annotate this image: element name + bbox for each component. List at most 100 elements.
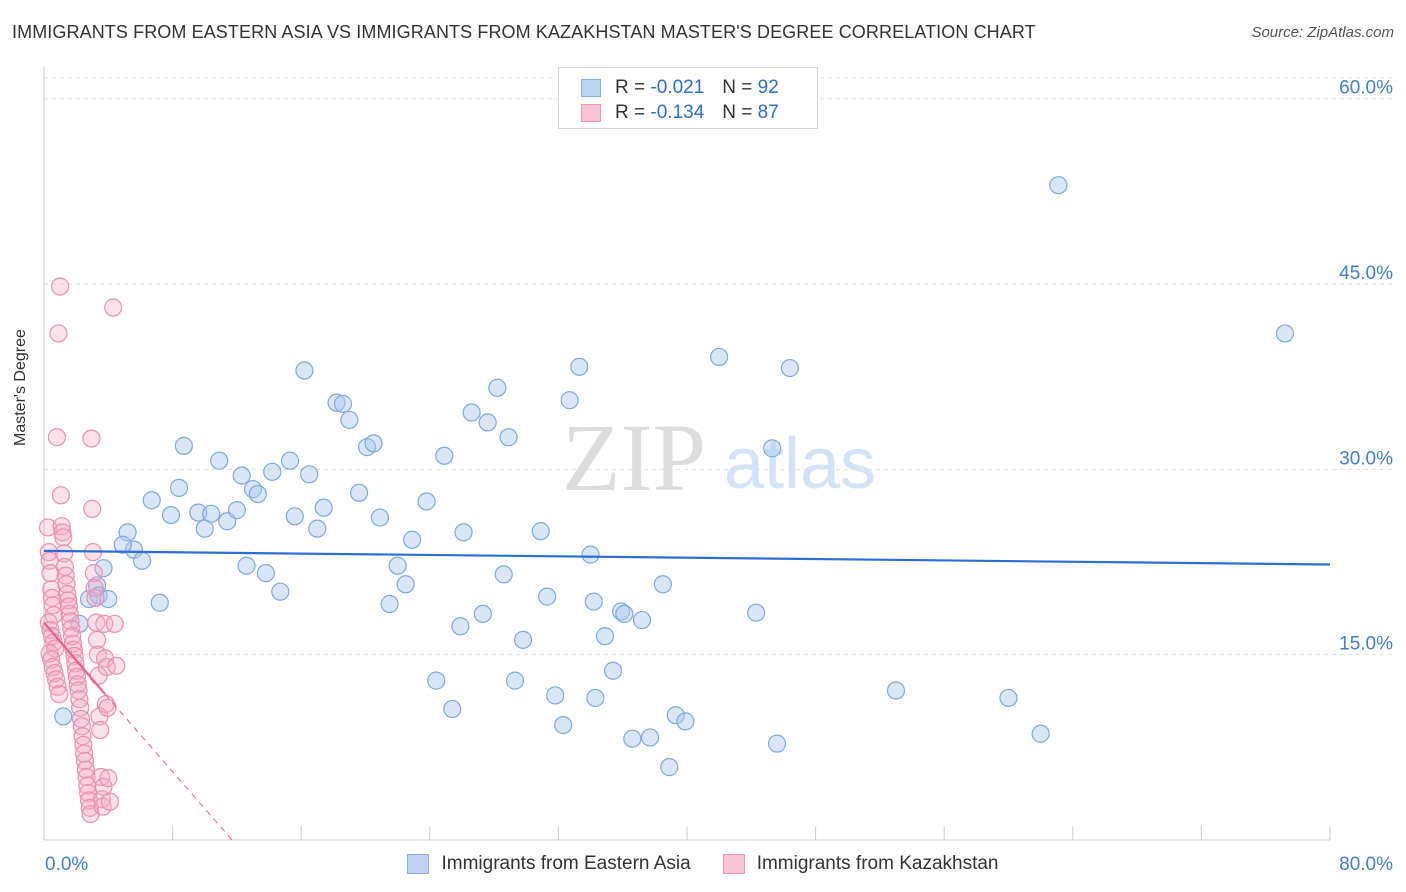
data-point-eastern-asia — [327, 393, 346, 412]
data-point-eastern-asia — [478, 413, 497, 432]
data-point-kazakhstan — [57, 575, 76, 594]
data-point-eastern-asia — [263, 462, 282, 481]
data-point-kazakhstan — [100, 792, 120, 811]
data-point-eastern-asia — [451, 617, 470, 636]
trend-line-kazakhstan — [43, 621, 106, 695]
data-point-eastern-asia — [653, 575, 672, 594]
data-point-eastern-asia — [285, 507, 304, 526]
data-point-eastern-asia — [513, 630, 533, 649]
data-point-kazakhstan — [42, 650, 61, 669]
data-point-kazakhstan — [86, 588, 105, 607]
data-point-eastern-asia — [132, 551, 152, 570]
axes — [43, 66, 1331, 841]
legend-item-kazakhstan[interactable]: Immigrants from Kazakhstan — [722, 853, 999, 875]
data-point-eastern-asia — [237, 556, 256, 575]
data-point-eastern-asia — [396, 575, 415, 594]
data-point-eastern-asia — [462, 403, 481, 422]
data-point-eastern-asia — [388, 556, 407, 575]
data-point-kazakhstan — [48, 677, 67, 696]
watermark-zip: ZIP — [562, 404, 706, 511]
data-point-kazakhstan — [63, 627, 82, 646]
legend-row-kazakhstan: R = -0.134 N = 87 — [581, 101, 779, 125]
data-point-kazakhstan — [87, 630, 107, 649]
data-point-kazakhstan — [97, 657, 116, 677]
data-point-kazakhstan — [40, 644, 59, 663]
data-point-kazakhstan — [105, 614, 124, 633]
data-point-kazakhstan — [47, 428, 66, 447]
correlation-legend: R = -0.021 N = 92 R = -0.134 N = 87 — [558, 67, 818, 129]
legend-r-value: -0.134 — [650, 102, 705, 123]
data-point-eastern-asia — [174, 436, 193, 455]
data-point-eastern-asia — [417, 492, 436, 511]
data-point-kazakhstan — [85, 578, 104, 598]
data-point-kazakhstan — [72, 717, 91, 736]
data-point-kazakhstan — [59, 597, 79, 616]
data-point-kazakhstan — [39, 613, 58, 632]
data-point-eastern-asia — [603, 661, 623, 680]
x-tick-label: 80.0% — [1339, 854, 1393, 875]
data-point-kazakhstan — [76, 760, 95, 779]
data-point-kazakhstan — [67, 667, 87, 687]
data-point-eastern-asia — [611, 602, 631, 621]
data-point-eastern-asia — [427, 671, 446, 690]
legend-r-value: -0.021 — [650, 77, 705, 98]
data-point-eastern-asia — [300, 465, 319, 484]
data-point-kazakhstan — [83, 499, 102, 518]
data-point-eastern-asia — [248, 484, 267, 504]
data-point-eastern-asia — [232, 466, 251, 485]
data-point-eastern-asia — [314, 498, 333, 517]
data-point-eastern-asia — [403, 530, 422, 549]
data-point-kazakhstan — [50, 277, 70, 296]
data-point-eastern-asia — [349, 483, 369, 502]
trend-line-eastern-asia — [43, 549, 1331, 566]
data-point-kazakhstan — [61, 612, 80, 631]
data-point-kazakhstan — [65, 646, 84, 666]
data-point-eastern-asia — [615, 604, 634, 624]
data-point-eastern-asia — [189, 503, 208, 522]
data-point-eastern-asia — [1031, 724, 1050, 743]
series-legend: Immigrants from Eastern Asia Immigrants … — [0, 851, 1406, 877]
data-point-eastern-asia — [227, 501, 246, 520]
data-point-kazakhstan — [59, 591, 78, 610]
data-point-kazakhstan — [68, 675, 87, 694]
data-point-eastern-asia — [640, 728, 660, 747]
data-point-eastern-asia — [295, 361, 314, 380]
tick-labels: 15.0% 30.0% 45.0% 60.0% 0.0% 80.0% — [45, 78, 1393, 875]
data-point-eastern-asia — [364, 434, 383, 453]
data-point-eastern-asia — [767, 734, 787, 753]
data-point-eastern-asia — [142, 491, 161, 510]
legend-item-eastern-asia[interactable]: Immigrants from Eastern Asia — [407, 853, 691, 875]
legend-swatch-blue — [581, 79, 601, 97]
data-point-eastern-asia — [581, 545, 600, 564]
legend-n-value: 87 — [757, 102, 779, 123]
legend-swatch-pink — [581, 104, 601, 122]
data-point-eastern-asia — [202, 504, 221, 523]
legend-n-value: 92 — [757, 77, 779, 98]
legend-row-eastern-asia: R = -0.021 N = 92 — [581, 76, 779, 100]
y-tick-label: 30.0% — [1339, 448, 1393, 469]
y-tick-label: 45.0% — [1339, 263, 1393, 284]
data-point-eastern-asia — [676, 712, 695, 731]
watermark-atlas: atlas — [724, 424, 876, 504]
legend-r-label: R = — [615, 102, 646, 123]
data-point-kazakhstan — [49, 324, 68, 343]
data-point-eastern-asia — [94, 559, 113, 578]
series-eastern-asia-points — [54, 176, 1295, 777]
data-point-eastern-asia — [570, 357, 589, 376]
data-point-kazakhstan — [50, 685, 69, 704]
legend-label-kazakhstan: Immigrants from Kazakhstan — [756, 853, 999, 874]
data-point-kazakhstan — [98, 698, 117, 717]
data-point-eastern-asia — [333, 394, 353, 413]
legend-n-label: N = — [722, 77, 753, 98]
chart-title: IMMIGRANTS FROM EASTERN ASIA VS IMMIGRAN… — [12, 22, 1036, 42]
legend-swatch-pink — [722, 854, 745, 874]
watermark: ZIP atlas — [562, 404, 876, 511]
data-point-kazakhstan — [54, 528, 73, 547]
trend-lines — [43, 549, 1331, 841]
data-point-eastern-asia — [443, 699, 462, 719]
series-kazakhstan-points — [38, 277, 126, 824]
legend-label-eastern-asia: Immigrants from Eastern Asia — [441, 853, 691, 874]
data-point-kazakhstan — [82, 429, 101, 448]
data-point-eastern-asia — [584, 592, 603, 611]
